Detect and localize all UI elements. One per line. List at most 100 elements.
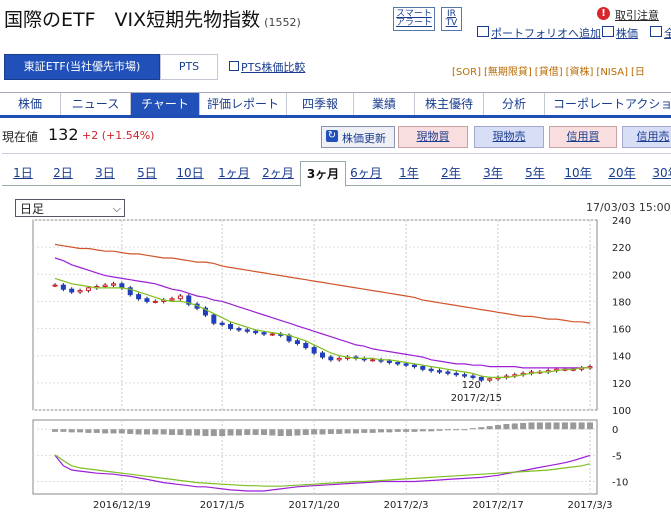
nav-analysis[interactable]: 分析 (484, 93, 545, 115)
margin-sell-button[interactable]: 信用売 (622, 126, 671, 148)
osc-bar (386, 429, 393, 433)
period-tab-12[interactable]: 5年 (525, 166, 545, 180)
chevron-down-icon: ⌵ (112, 202, 121, 215)
candle (487, 378, 493, 381)
osc-bar (60, 429, 67, 432)
stock-price-link[interactable]: 株価 (616, 27, 638, 40)
period-tab-2[interactable]: 3日 (95, 166, 115, 180)
osc-bar (453, 429, 460, 431)
nav-chart[interactable]: チャート (131, 93, 200, 115)
badge-sor: [SOR] (452, 67, 481, 78)
nav-rating-report[interactable]: 評価レポート (200, 93, 287, 115)
period-tab-8[interactable]: 6ヶ月 (350, 166, 382, 180)
candle (453, 372, 459, 376)
osc-bar (469, 428, 476, 430)
nav-stock-price[interactable]: 株価 (0, 93, 61, 115)
period-tab-3[interactable]: 5日 (137, 166, 157, 180)
osc-bar (135, 429, 142, 435)
osc-bar (536, 422, 543, 430)
period-tab-7[interactable]: 3ヶ月 (300, 161, 346, 187)
pts-compare-link[interactable]: PTS株価比較 (241, 61, 306, 74)
window-icon (229, 61, 239, 71)
osc-bar (260, 429, 267, 435)
margin-buy-button[interactable]: 信用買 (549, 126, 617, 148)
nav-shikiho[interactable]: 四季報 (287, 93, 354, 115)
window-icon (477, 26, 489, 37)
period-tab-15[interactable]: 30年 (652, 166, 671, 180)
period-tab-11[interactable]: 3年 (483, 166, 503, 180)
period-tab-1[interactable]: 2日 (53, 166, 73, 180)
nav-news[interactable]: ニュース (61, 93, 131, 115)
osc-bar (227, 429, 234, 436)
period-tab-13[interactable]: 10年 (564, 166, 592, 180)
osc-tick-label: 0 (612, 425, 618, 436)
smart-alert-button[interactable]: スマート アラート (393, 7, 435, 31)
candle (269, 333, 275, 336)
bar-type-select[interactable]: 日足 ⌵ (15, 199, 125, 217)
low-date-label: 2017/2/15 (451, 393, 502, 404)
badge-margin: [貸借] (534, 67, 563, 78)
smart-alert-line2: アラート (395, 18, 432, 28)
osc-bar (444, 429, 451, 431)
osc-tick-label: -10 (612, 478, 628, 489)
osc-bar (578, 422, 585, 430)
candle (144, 298, 150, 302)
osc-bar (269, 429, 276, 436)
low-value-label: 120 (462, 380, 481, 391)
badge-nisa: [NISA] (596, 67, 629, 78)
all-link[interactable]: 全 (664, 27, 671, 40)
osc-bar (169, 429, 176, 435)
candle (437, 370, 443, 373)
osc-bar (369, 429, 376, 433)
x-tick-label: 2017/2/3 (384, 500, 429, 511)
osc-bar (495, 425, 502, 430)
period-tab-5[interactable]: 1ヶ月 (218, 166, 250, 180)
candle (386, 360, 392, 363)
osc-bar (570, 422, 577, 430)
osc-bar (152, 429, 159, 435)
osc-bar (352, 429, 359, 434)
badge-day: [日 (631, 67, 645, 78)
nav-corporate-action[interactable]: コーポレートアクション (553, 97, 671, 111)
period-tab-14[interactable]: 20年 (608, 166, 636, 180)
candle (85, 287, 91, 292)
period-tab-0[interactable]: 1日 (13, 166, 33, 180)
candle (395, 362, 401, 365)
candle (428, 368, 434, 372)
candle (445, 371, 451, 374)
candle (470, 375, 476, 378)
ir-tv-button[interactable]: IR TV (441, 7, 462, 31)
alert-icon: ! (597, 7, 610, 20)
add-portfolio-link[interactable]: ポートフォリオへ追加 (491, 27, 601, 40)
osc-bar (294, 429, 301, 436)
candle (136, 294, 142, 300)
osc-bar (68, 429, 75, 433)
nav-results[interactable]: 業績 (354, 93, 415, 115)
osc-bar (235, 429, 242, 436)
candle (77, 290, 83, 293)
osc-bar (102, 429, 109, 434)
cash-sell-button[interactable]: 現物売 (474, 126, 544, 148)
ir-label: IR (447, 9, 456, 19)
period-tab-9[interactable]: 1年 (399, 166, 419, 180)
period-tab-4[interactable]: 10日 (176, 166, 204, 180)
x-tick-label: 2016/12/19 (93, 500, 151, 511)
period-tab-10[interactable]: 2年 (441, 166, 461, 180)
osc-bar (436, 429, 443, 431)
market-tab-pts[interactable]: PTS (160, 54, 218, 80)
cash-buy-button[interactable]: 現物買 (398, 126, 468, 148)
period-tab-6[interactable]: 2ヶ月 (262, 166, 294, 180)
refresh-price-button[interactable]: ↻ 株価更新 (321, 126, 395, 148)
candle (462, 374, 468, 377)
osc-bar (419, 429, 426, 432)
candle (186, 295, 192, 305)
stock-code: (1552) (264, 16, 301, 29)
candle (127, 287, 133, 296)
candle (244, 329, 250, 332)
ma-mid-line (54, 257, 590, 369)
osc-bar (327, 429, 334, 434)
market-tab-tse[interactable]: 東証ETF(当社優先市場) (4, 54, 160, 80)
x-tick-label: 2017/1/5 (200, 500, 245, 511)
nav-shareholder-benefits[interactable]: 株主優待 (415, 93, 484, 115)
osc-bar (110, 429, 117, 434)
